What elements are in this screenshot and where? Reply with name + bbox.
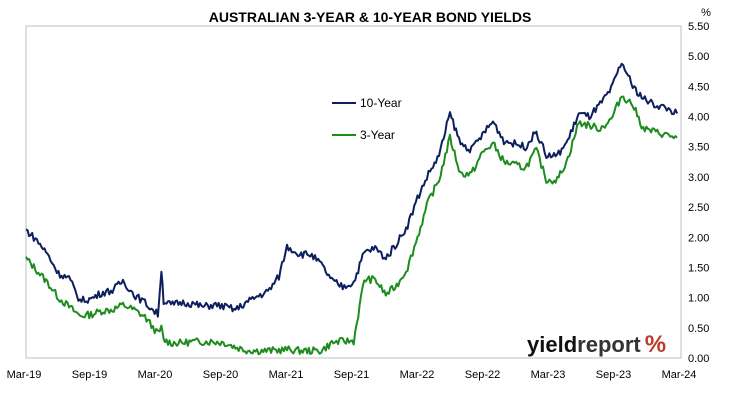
x-tick-label: Sep-19	[72, 369, 107, 381]
y-tick-label: 4.00	[688, 112, 709, 124]
chart-title: AUSTRALIAN 3-YEAR & 10-YEAR BOND YIELDS	[209, 9, 532, 25]
x-axis-ticks: Mar-19 Sep-19 Mar-20 Sep-20 Mar-21 Sep-21 Mar-…	[7, 369, 697, 381]
x-tick-label: Mar-23	[531, 369, 566, 381]
y-tick-label: 0.00	[688, 353, 709, 365]
logo-text-report: report	[577, 332, 641, 357]
series-line-3-year	[25, 95, 678, 356]
svg-text:yieldreport%: yieldreport%	[527, 331, 666, 358]
x-tick-label: Mar-20	[138, 369, 173, 381]
series-line-10-year	[25, 62, 679, 318]
y-tick-label: 2.00	[688, 232, 709, 244]
y-tick-label: 5.00	[688, 51, 709, 63]
y-tick-label: 3.00	[688, 172, 709, 184]
y-tick-label: 4.50	[688, 81, 709, 93]
yieldreport-logo: yieldreport%	[527, 331, 666, 358]
y-tick-label: 5.50	[688, 21, 709, 33]
x-tick-label: Sep-20	[203, 369, 238, 381]
chart-legend: 10-Year 3-Year	[332, 96, 402, 142]
x-tick-label: Mar-24	[662, 369, 697, 381]
y-axis-ticks: 0.00 0.50 1.00 1.50 2.00 2.50 3.00 3.50 4.00 4.50…	[688, 21, 709, 365]
y-tick-label: 1.00	[688, 293, 709, 305]
y-tick-label: 2.50	[688, 202, 709, 214]
plot-area-frame	[25, 25, 682, 359]
x-tick-label: Sep-23	[596, 369, 631, 381]
logo-percent-icon: %	[645, 331, 666, 358]
x-tick-label: Mar-19	[7, 369, 42, 381]
legend-label: 3-Year	[360, 128, 395, 142]
x-tick-label: Mar-22	[400, 369, 435, 381]
y-axis-unit: %	[701, 7, 711, 19]
y-tick-label: 1.50	[688, 262, 709, 274]
x-tick-label: Sep-21	[334, 369, 369, 381]
y-tick-label: 3.50	[688, 142, 709, 154]
x-tick-label: Sep-22	[465, 369, 500, 381]
y-tick-label: 0.50	[688, 323, 709, 335]
series-layer	[25, 62, 679, 356]
logo-text-yield: yield	[527, 332, 577, 357]
x-tick-label: Mar-21	[269, 369, 304, 381]
legend-label: 10-Year	[360, 96, 402, 110]
